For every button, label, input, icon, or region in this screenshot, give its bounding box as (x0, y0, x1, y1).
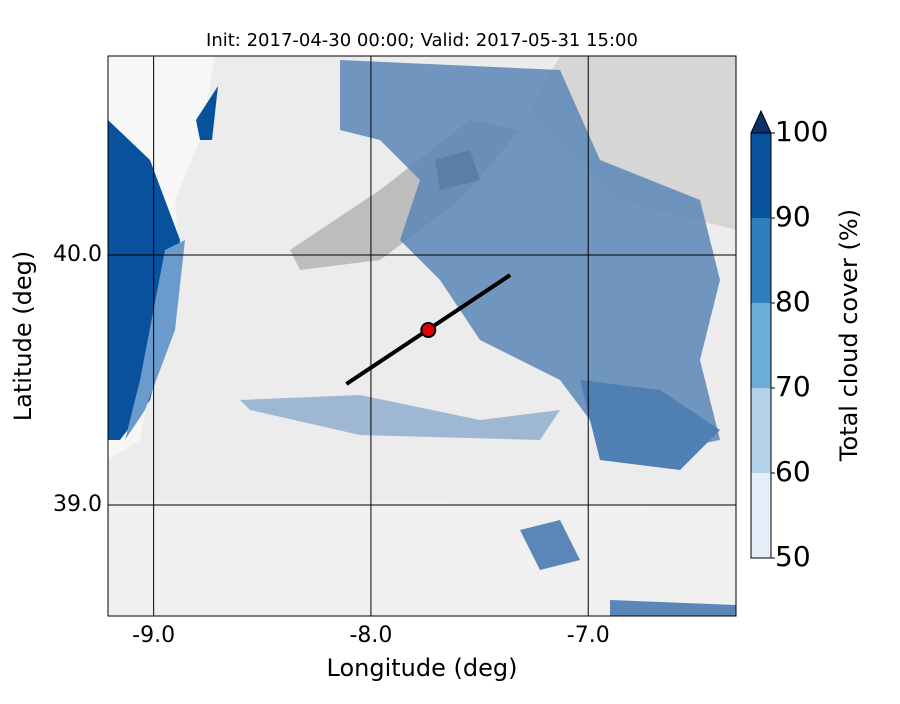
title: Init: 2017-04-30 00:00; Valid: 2017-05-3… (206, 30, 638, 51)
map-background (108, 56, 736, 616)
point-marker (420, 322, 437, 338)
y-axis-label: Latitude (deg) (9, 251, 37, 421)
x-tick-label: -9.0 (132, 623, 175, 648)
colorbar-tick-label: 50 (775, 540, 811, 573)
colorbar-tick-label: 100 (775, 115, 828, 148)
x-tick-label: -7.0 (567, 623, 610, 648)
plot-frame (107, 55, 737, 617)
colorbar-segment (751, 133, 771, 218)
y-tick-label: 39.0 (53, 492, 102, 517)
colorbar-segment (751, 218, 771, 303)
colorbar-extend (750, 109, 772, 134)
colorbar-tick-label: 80 (775, 285, 811, 318)
colorbar-tick-label: 60 (775, 455, 811, 488)
colorbar-label: Total cloud cover (%) (835, 209, 863, 462)
x-axis-label: Longitude (deg) (327, 654, 518, 682)
colorbar-segment (751, 473, 771, 558)
colorbar-frame (750, 132, 772, 559)
colorbar-tick-label: 70 (775, 370, 811, 403)
colorbar-segment (751, 388, 771, 473)
x-tick-label: -8.0 (349, 623, 392, 648)
y-tick-label: 40.0 (53, 242, 102, 267)
colorbar-tick-label: 90 (775, 200, 811, 233)
colorbar-segment (751, 303, 771, 388)
